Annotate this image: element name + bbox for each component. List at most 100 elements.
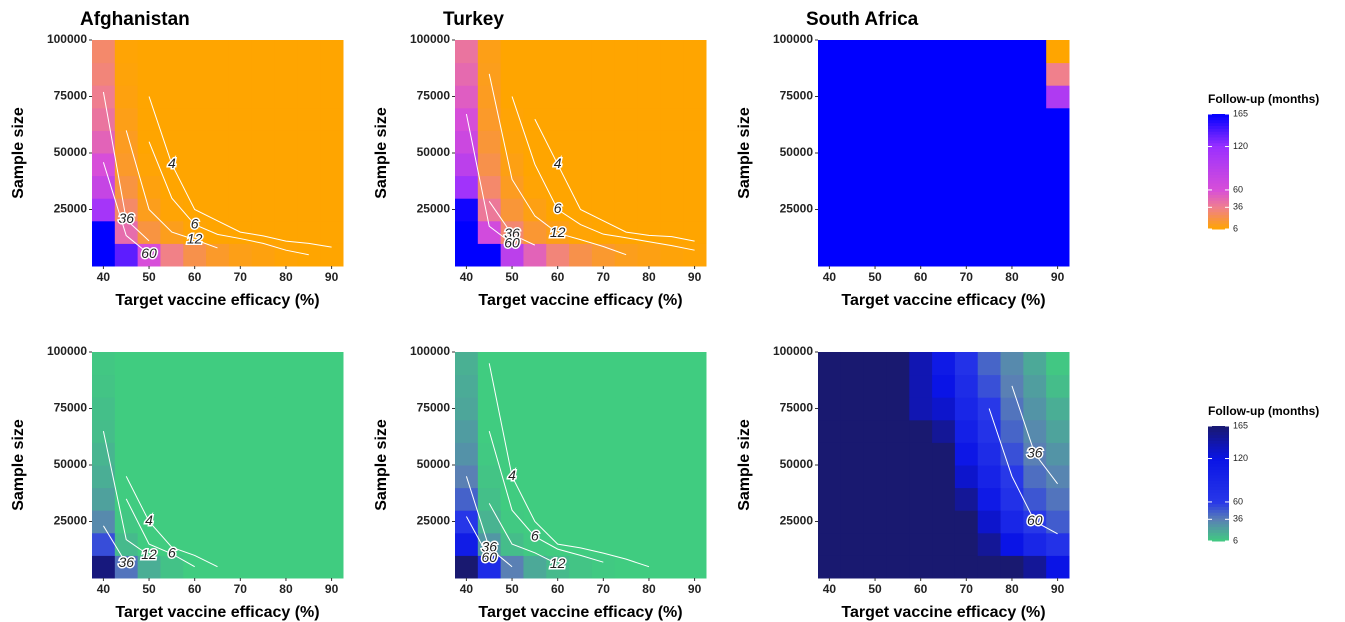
heat-cell [228,510,253,534]
heat-cell [114,442,139,466]
heat-cell [660,153,684,177]
heat-cell [206,419,230,443]
y-tick-label: 100000 [47,344,87,358]
heat-cell [637,442,661,466]
heat-cell [863,130,887,154]
x-tick-label: 40 [460,270,474,284]
heat-cell [569,374,593,398]
colorbar-segment [1208,506,1229,510]
y-tick-label: 25000 [54,514,88,528]
heat-cell [591,198,616,222]
heat-cell [886,465,910,489]
heat-cell [183,555,207,579]
colorbar-segment [1208,515,1229,519]
heat-cell [455,352,479,376]
panel-title: Turkey [443,9,504,30]
heat-cell [92,220,116,244]
heat-cell [1023,243,1047,267]
heat-cell [455,555,479,579]
contour-line [125,476,218,568]
colorbar-segment [1208,214,1229,218]
heat-cell [818,220,842,244]
heat-cell [251,510,276,534]
heat-cell [591,130,616,154]
y-tick-label: 75000 [54,401,88,415]
heat-cell [183,107,207,131]
colorbar-tick-label: 36 [1233,202,1243,212]
y-axis-label: Sample size [736,107,753,199]
heat-cell [886,532,910,556]
colorbar-segment [1208,114,1229,118]
heat-cell [909,130,933,154]
heat-cell [660,397,684,421]
x-tick-label: 40 [97,582,111,596]
heat-cell [932,85,956,109]
colorbar-tick-label: 120 [1233,453,1248,463]
heat-cell [932,374,956,398]
heat-cell [274,153,298,177]
colorbar-segment [1208,171,1229,175]
heat-cell [523,62,547,86]
heat-cell [546,487,570,511]
heat-cell [320,153,344,177]
heat-cell [954,175,979,199]
heat-cell [932,198,956,222]
x-tick-label: 70 [234,582,248,596]
heat-cell [455,40,479,64]
heat-cell [297,419,321,443]
x-tick-label: 80 [1005,270,1019,284]
heat-cell [477,374,502,398]
heat-cell [114,153,139,177]
heat-cell [320,40,344,64]
colorbar-segment [1208,535,1229,539]
contour-line [465,516,490,559]
heat-cell [160,487,184,511]
colorbar-tick-label: 6 [1233,223,1238,233]
y-tick-label: 50000 [417,457,451,471]
heat-cell [455,442,479,466]
heat-cell [614,175,639,199]
heat-cell [1000,243,1024,267]
heat-cell [954,352,979,376]
heat-cell [1000,220,1024,244]
heat-cell [455,198,479,222]
heat-cell [977,442,1002,466]
colorbar-segment [1208,480,1229,484]
heat-cell [477,532,502,556]
heat-cell [683,465,707,489]
heat-cell [637,532,661,556]
heat-cell [614,85,639,109]
heat-cell [251,487,276,511]
heat-cell [274,175,298,199]
heat-cell [251,153,276,177]
heat-cell [183,374,207,398]
heat-cell [206,555,230,579]
colorbar-segment [1208,486,1229,490]
contour-label: 60 [141,245,157,261]
heat-cell [1023,487,1047,511]
heat-cell [1046,130,1070,154]
heat-cell [637,130,661,154]
heat-cell [886,85,910,109]
heat-cell [251,419,276,443]
heat-cell [614,40,639,64]
heat-cell [1046,442,1070,466]
heat-cell [660,243,684,267]
heat-cell [523,374,547,398]
heat-cell [614,374,639,398]
y-tick-label: 100000 [410,344,450,358]
heat-cell [297,153,321,177]
x-axis-label: Target vaccine efficacy (%) [841,604,1045,621]
heat-cell [500,555,524,579]
panel-title: Afghanistan [80,9,190,30]
panel-title: South Africa [806,9,919,30]
heat-cell [637,107,661,131]
contour-line [511,96,695,251]
y-tick-label: 100000 [47,32,87,46]
heat-cell [1000,419,1024,443]
colorbar-segment [1208,137,1229,141]
contour-line [148,141,309,256]
y-tick-label: 25000 [417,202,451,216]
heat-cell [546,40,570,64]
heat-cell [569,40,593,64]
